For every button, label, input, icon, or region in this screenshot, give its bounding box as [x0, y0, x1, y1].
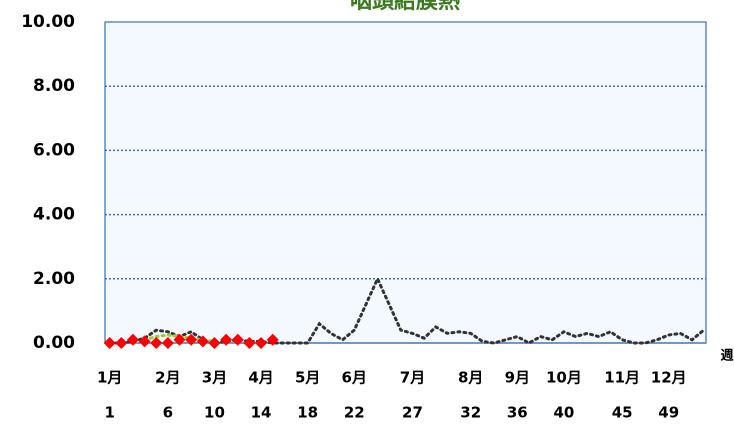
month-label: 5月 [295, 369, 320, 387]
month-label: 3月 [202, 369, 227, 387]
plot-area [104, 21, 707, 344]
data-point [185, 333, 198, 346]
data-point [243, 337, 256, 349]
y-tick-label: 0.00 [33, 333, 75, 353]
month-label: 7月 [400, 369, 425, 387]
data-point [196, 335, 209, 348]
month-label: 11月 [604, 369, 640, 387]
x-tick-label: 22 [344, 404, 365, 422]
data-point [173, 333, 186, 346]
month-label: 8月 [458, 369, 483, 387]
data-point [208, 337, 221, 349]
y-tick-label: 10.00 [21, 12, 75, 32]
x-tick-label: 6 [163, 404, 173, 422]
data-point [266, 333, 279, 346]
x-tick-label: 1 [104, 404, 114, 422]
data-point [255, 337, 268, 349]
y-tick-label: 6.00 [33, 140, 75, 160]
month-label: 12月 [651, 369, 687, 387]
data-point [103, 337, 116, 349]
x-axis-label: 週 [720, 349, 733, 364]
x-tick-label: 36 [507, 404, 528, 422]
month-label: 9月 [505, 369, 530, 387]
month-label: 10月 [546, 369, 582, 387]
month-label: 2月 [155, 369, 180, 387]
month-label: 4月 [248, 369, 273, 387]
chart-title: 咽頭結膜熱 [350, 0, 460, 14]
y-tick-label: 8.00 [33, 76, 75, 96]
data-point [115, 337, 128, 349]
data-point [138, 335, 151, 348]
y-tick-label: 4.00 [33, 205, 75, 225]
month-label: 1月 [97, 369, 122, 387]
y-tick-label: 2.00 [33, 269, 75, 289]
x-tick-label: 32 [460, 404, 481, 422]
x-tick-label: 49 [658, 404, 679, 422]
data-point [126, 333, 139, 346]
x-tick-label: 14 [251, 404, 272, 422]
x-tick-label: 40 [553, 404, 574, 422]
data-point [161, 337, 174, 349]
data-point [220, 333, 233, 346]
data-point [150, 337, 163, 349]
x-tick-label: 18 [297, 404, 318, 422]
x-tick-label: 27 [402, 404, 423, 422]
data-point [231, 333, 244, 346]
x-tick-label: 45 [612, 404, 633, 422]
x-tick-label: 10 [204, 404, 225, 422]
month-label: 6月 [342, 369, 367, 387]
